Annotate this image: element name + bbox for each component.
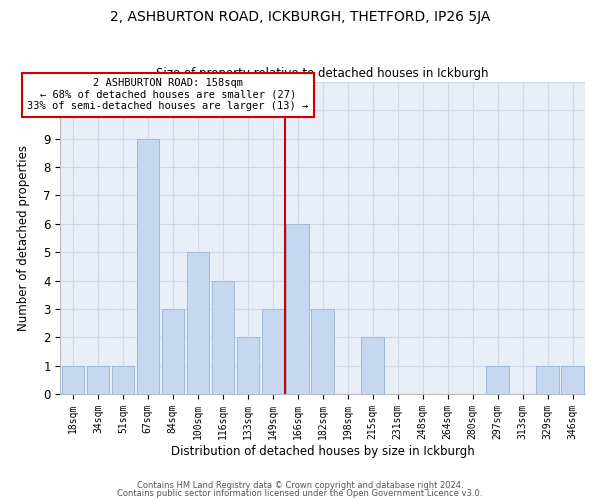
Bar <box>561 366 584 394</box>
Bar <box>212 280 234 394</box>
Bar <box>536 366 559 394</box>
Bar <box>236 338 259 394</box>
Bar <box>286 224 309 394</box>
X-axis label: Distribution of detached houses by size in Ickburgh: Distribution of detached houses by size … <box>171 444 475 458</box>
Y-axis label: Number of detached properties: Number of detached properties <box>17 145 30 331</box>
Bar <box>137 139 159 394</box>
Text: Contains public sector information licensed under the Open Government Licence v3: Contains public sector information licen… <box>118 488 482 498</box>
Bar <box>487 366 509 394</box>
Text: 2, ASHBURTON ROAD, ICKBURGH, THETFORD, IP26 5JA: 2, ASHBURTON ROAD, ICKBURGH, THETFORD, I… <box>110 10 490 24</box>
Bar <box>187 252 209 394</box>
Bar <box>161 309 184 394</box>
Title: Size of property relative to detached houses in Ickburgh: Size of property relative to detached ho… <box>157 66 489 80</box>
Bar <box>262 309 284 394</box>
Bar <box>112 366 134 394</box>
Text: 2 ASHBURTON ROAD: 158sqm
← 68% of detached houses are smaller (27)
33% of semi-d: 2 ASHBURTON ROAD: 158sqm ← 68% of detach… <box>27 78 308 112</box>
Bar <box>62 366 84 394</box>
Text: Contains HM Land Registry data © Crown copyright and database right 2024.: Contains HM Land Registry data © Crown c… <box>137 481 463 490</box>
Bar <box>311 309 334 394</box>
Bar <box>86 366 109 394</box>
Bar <box>361 338 384 394</box>
